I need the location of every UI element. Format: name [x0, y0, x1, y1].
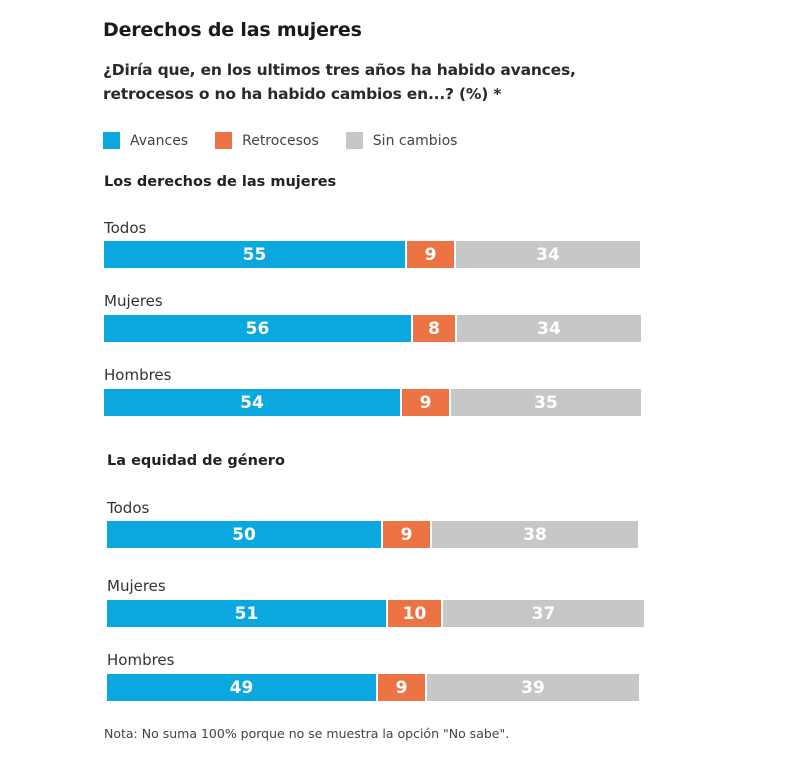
stacked-bar: 54 9 35 — [104, 389, 641, 416]
chart-title: Derechos de las mujeres — [103, 19, 362, 41]
stacked-bar: 49 9 39 — [107, 674, 639, 701]
legend-swatch-retrocesos — [215, 132, 233, 149]
legend-item-avances: Avances — [103, 132, 188, 149]
stacked-bar: 56 8 34 — [104, 315, 641, 342]
legend-label-avances: Avances — [130, 132, 189, 149]
stacked-bar: 51 10 37 — [107, 600, 644, 627]
bar-segment-avances: 51 — [107, 600, 386, 627]
row-label-mujeres: Mujeres — [104, 292, 163, 310]
section-title-los-derechos-de-las-mujeres: Los derechos de las mujeres — [104, 174, 337, 190]
bar-segment-sin-cambios: 37 — [441, 600, 644, 627]
legend-swatch-avances — [103, 132, 120, 149]
bar-segment-sin-cambios: 34 — [455, 315, 641, 342]
row-label-mujeres: Mujeres — [107, 577, 166, 595]
bar-segment-sin-cambios: 39 — [425, 674, 639, 701]
bar-segment-retrocesos: 9 — [381, 521, 430, 548]
legend-item-sin-cambios: Sin cambios — [345, 132, 458, 149]
bar-segment-avances: 50 — [107, 521, 381, 548]
bar-segment-sin-cambios: 35 — [449, 389, 641, 416]
row-label-todos: Todos — [107, 499, 150, 517]
row-label-todos: Todos — [104, 219, 147, 237]
bar-segment-retrocesos: 9 — [405, 241, 454, 268]
stacked-bar: 50 9 38 — [107, 521, 638, 548]
row-label-hombres: Hombres — [107, 651, 175, 669]
bar-segment-avances: 55 — [104, 241, 405, 268]
bar-segment-avances: 56 — [104, 315, 411, 342]
chart-subtitle: ¿Diría que, en los ultimos tres años ha … — [103, 61, 576, 103]
section-title-la-equidad-de-genero: La equidad de género — [107, 453, 285, 469]
bar-segment-sin-cambios: 38 — [430, 521, 638, 548]
legend-swatch-sin-cambios — [345, 132, 363, 149]
bar-segment-avances: 54 — [104, 389, 400, 416]
footnote: Nota: No suma 100% porque no se muestra … — [104, 726, 510, 741]
row-label-hombres: Hombres — [104, 366, 172, 384]
bar-segment-retrocesos: 9 — [376, 674, 425, 701]
legend-label-retrocesos: Retrocesos — [242, 132, 319, 149]
legend: Avances Retrocesos Sin cambios — [103, 132, 484, 149]
bar-segment-retrocesos: 8 — [411, 315, 455, 342]
stacked-bar: 55 9 34 — [104, 241, 640, 268]
bar-segment-sin-cambios: 34 — [454, 241, 640, 268]
bar-segment-avances: 49 — [107, 674, 376, 701]
bar-segment-retrocesos: 9 — [400, 389, 449, 416]
legend-item-retrocesos: Retrocesos — [215, 132, 319, 149]
legend-label-sin-cambios: Sin cambios — [372, 132, 458, 149]
bar-segment-retrocesos: 10 — [386, 600, 441, 627]
